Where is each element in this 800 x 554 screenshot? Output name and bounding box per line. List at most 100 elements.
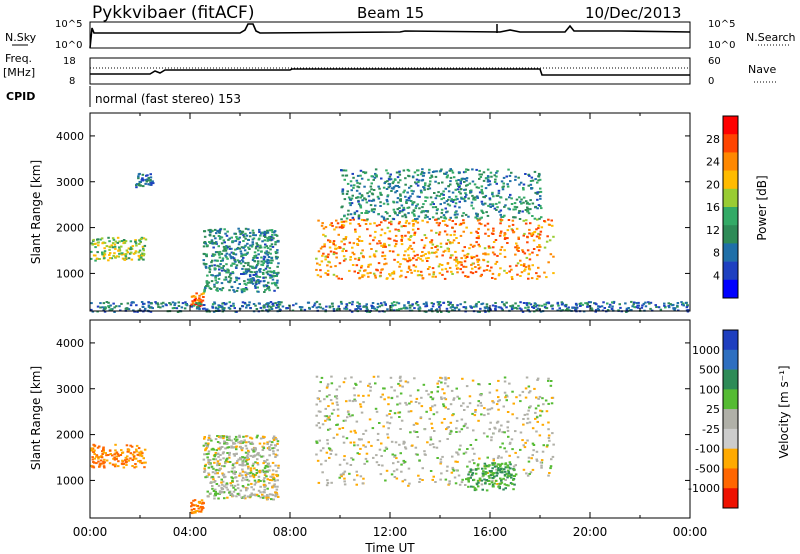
power-echo-cell	[442, 214, 446, 217]
power-echo-cell	[243, 282, 247, 285]
power-echo-cell	[450, 169, 454, 172]
velocity-echo-cell	[468, 402, 472, 405]
power-echo-cell	[254, 304, 257, 307]
velocity-echo-cell	[398, 443, 401, 446]
velocity-echo-cell	[345, 400, 348, 403]
x-tick-label: 04:00	[173, 525, 208, 539]
velocity-echo-cell	[483, 462, 487, 465]
velocity-echo-cell	[246, 478, 249, 481]
power-echo-cell	[431, 275, 434, 278]
power-echo-cell	[404, 307, 407, 310]
power-echo-cell	[522, 188, 525, 191]
velocity-echo-cell	[218, 442, 222, 445]
velocity-echo-cell	[230, 470, 233, 473]
power-panel-frame	[89, 112, 691, 312]
power-echo-cell	[217, 231, 221, 234]
velocity-colorbar-swatch	[723, 448, 738, 469]
power-echo-cell	[519, 301, 522, 304]
power-echo-cell	[346, 190, 349, 193]
velocity-echo-cell	[429, 436, 432, 439]
power-echo-cell	[270, 236, 274, 239]
power-echo-cell	[617, 309, 620, 312]
velocity-echo-cell	[249, 454, 252, 457]
power-echo-cell	[603, 307, 606, 309]
power-echo-cell	[523, 263, 526, 266]
velocity-echo-cell	[404, 380, 408, 383]
power-echo-cell	[414, 302, 418, 305]
power-echo-cell	[142, 258, 145, 261]
power-echo-cell	[390, 220, 393, 223]
velocity-echo-cell	[535, 430, 538, 433]
power-echo-cell	[381, 255, 384, 258]
power-echo-cell	[535, 272, 538, 275]
power-echo-cell	[533, 217, 537, 220]
power-colorbar-tick: 4	[713, 269, 720, 282]
power-echo-cell	[351, 251, 354, 254]
velocity-echo-cell	[393, 476, 397, 478]
velocity-echo-cell	[500, 462, 504, 465]
velocity-echo-cell	[263, 484, 266, 487]
velocity-echo-cell	[478, 477, 482, 480]
velocity-echo-cell	[512, 478, 515, 481]
velocity-echo-cell	[190, 508, 194, 511]
power-echo-cell	[112, 302, 115, 305]
power-echo-cell	[213, 283, 216, 286]
power-echo-cell	[455, 264, 458, 267]
power-echo-cell	[134, 242, 138, 245]
power-echo-cell	[244, 272, 248, 275]
power-echo-cell	[264, 243, 267, 246]
power-echo-cell	[361, 199, 364, 202]
velocity-echo-cell	[472, 485, 475, 488]
power-echo-cell	[388, 215, 392, 217]
power-echo-cell	[491, 191, 494, 194]
velocity-echo-cell	[229, 484, 233, 487]
power-echo-cell	[417, 169, 420, 172]
power-echo-cell	[387, 237, 390, 240]
velocity-echo-cell	[470, 485, 473, 488]
velocity-echo-cell	[353, 394, 356, 397]
power-echo-cell	[248, 281, 251, 284]
power-echo-cell	[264, 289, 267, 291]
power-echo-cell	[356, 238, 359, 241]
velocity-echo-cell	[236, 460, 239, 463]
velocity-colorbar-tick: 500	[699, 364, 720, 377]
power-echo-cell	[458, 184, 461, 187]
velocity-echo-cell	[514, 473, 518, 476]
power-echo-cell	[205, 255, 208, 258]
velocity-echo-cell	[272, 478, 276, 481]
velocity-echo-cell	[522, 418, 525, 420]
power-echo-cell	[352, 253, 356, 256]
power-echo-cell	[196, 306, 199, 309]
power-echo-cell	[439, 169, 442, 172]
power-echo-cell	[423, 234, 427, 237]
power-echo-cell	[236, 247, 239, 250]
velocity-echo-cell	[113, 456, 116, 459]
power-echo-cell	[352, 242, 356, 245]
power-echo-cell	[482, 179, 486, 182]
power-echo-cell	[458, 186, 461, 188]
power-echo-cell	[251, 229, 255, 232]
velocity-echo-cell	[392, 470, 396, 473]
power-echo-cell	[212, 246, 215, 249]
power-echo-cell	[530, 176, 534, 179]
velocity-echo-cell	[326, 418, 329, 421]
power-echo-cell	[330, 222, 333, 225]
beam-label: Beam 15	[357, 4, 424, 22]
power-echo-cell	[111, 246, 115, 249]
velocity-echo-cell	[124, 461, 128, 464]
power-echo-cell	[452, 239, 456, 242]
velocity-echo-cell	[383, 398, 386, 401]
power-echo-cell	[127, 247, 131, 250]
velocity-echo-cell	[216, 460, 220, 463]
power-echo-cell	[255, 279, 259, 282]
power-echo-cell	[453, 258, 456, 261]
power-echo-cell	[448, 204, 452, 207]
velocity-echo-cell	[389, 376, 393, 379]
power-echo-cell	[243, 301, 247, 304]
velocity-echo-cell	[406, 381, 410, 384]
velocity-echo-cell	[506, 466, 509, 469]
power-echo-cell	[511, 229, 514, 232]
power-echo-cell	[502, 176, 506, 179]
power-echo-cell	[438, 195, 441, 198]
power-echo-cell	[640, 306, 644, 309]
